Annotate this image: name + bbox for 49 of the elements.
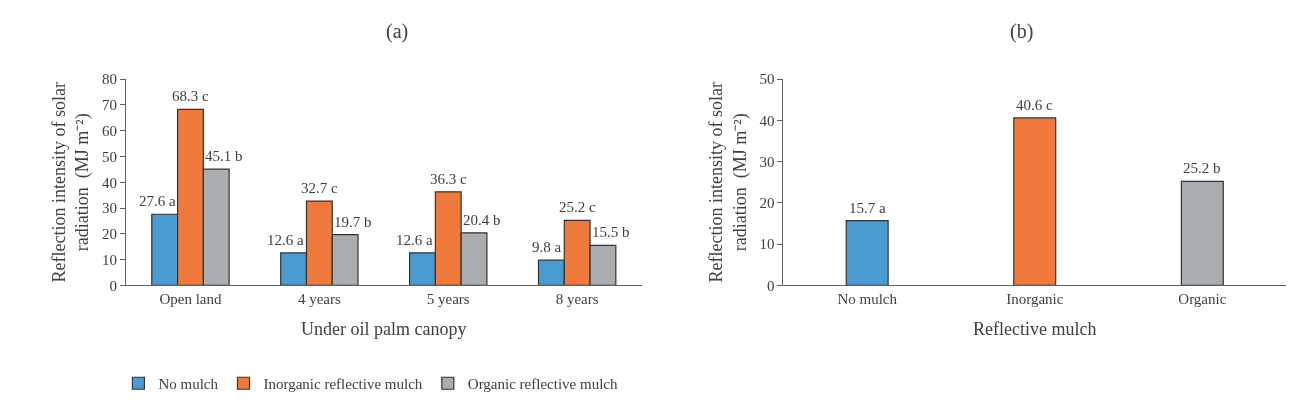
y-axis-title: Reflection intensity of solar radiation (MJ m⁻²) bbox=[48, 82, 94, 283]
y-tick-label: 60 bbox=[102, 122, 118, 139]
y-tick-label: 10 bbox=[102, 251, 118, 268]
bar bbox=[845, 220, 889, 286]
x-tick-label: 8 years bbox=[555, 291, 599, 308]
data-label: 12.6 a bbox=[396, 232, 433, 248]
y-tick-label: 80 bbox=[102, 71, 118, 88]
data-label: 9.8 a bbox=[532, 239, 562, 255]
x-axis-title: Reflective mulch bbox=[973, 318, 1097, 339]
data-label: 45.1 b bbox=[205, 148, 243, 164]
y-tick-label: 40 bbox=[759, 112, 775, 129]
bar bbox=[1013, 117, 1057, 286]
y-tick-label: 30 bbox=[102, 200, 118, 217]
data-label: 20.4 b bbox=[463, 212, 501, 228]
y-tick-label: 50 bbox=[759, 71, 775, 88]
chart-title: (a) bbox=[386, 20, 409, 43]
y-tick-label: 10 bbox=[759, 236, 775, 253]
data-label: 36.3 c bbox=[430, 171, 467, 187]
y-tick-label: 50 bbox=[102, 148, 118, 165]
chart-title: (b) bbox=[1010, 20, 1034, 43]
y-axis-title: Reflection intensity of solar radiation (MJ m⁻²) bbox=[706, 82, 751, 283]
y-tick-label: 0 bbox=[109, 277, 118, 294]
data-label: 40.6 c bbox=[1016, 97, 1053, 113]
data-label: 15.5 b bbox=[592, 224, 630, 240]
x-axis-title: Under oil palm canopy bbox=[301, 318, 467, 339]
data-label: 12.6 a bbox=[267, 232, 304, 248]
legend-label: Organic reflective mulch bbox=[467, 376, 618, 393]
y-tick-label: 40 bbox=[102, 174, 118, 191]
legend-label: Inorganic reflective mulch bbox=[263, 376, 423, 393]
data-label: 25.2 b bbox=[1183, 160, 1221, 176]
y-tick-label: 70 bbox=[102, 97, 118, 114]
data-label: 19.7 b bbox=[334, 214, 372, 230]
x-tick-label: No mulch bbox=[837, 291, 898, 308]
x-tick-label: Open land bbox=[159, 291, 222, 308]
data-label: 15.7 a bbox=[849, 200, 886, 216]
data-label: 68.3 c bbox=[172, 88, 209, 104]
data-label: 25.2 c bbox=[559, 199, 596, 215]
x-tick-label: 4 years bbox=[297, 291, 341, 308]
y-tick-label: 30 bbox=[759, 153, 775, 170]
y-tick-label: 20 bbox=[759, 195, 775, 212]
data-label: 32.7 c bbox=[301, 180, 338, 196]
data-label: 27.6 a bbox=[139, 193, 176, 209]
x-tick-label: Inorganic bbox=[1006, 291, 1064, 308]
x-tick-label: 5 years bbox=[426, 291, 470, 308]
bar bbox=[1180, 180, 1224, 286]
y-tick-label: 0 bbox=[766, 277, 775, 294]
x-tick-label: Organic bbox=[1178, 291, 1227, 308]
legend-label: No mulch bbox=[158, 376, 219, 393]
y-tick-label: 20 bbox=[102, 226, 118, 243]
